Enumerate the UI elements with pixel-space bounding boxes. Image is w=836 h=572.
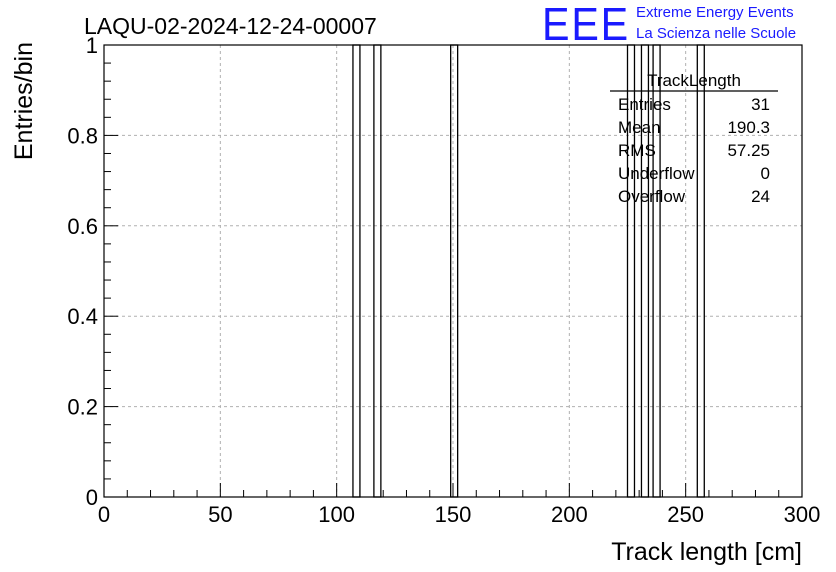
histogram-bar — [352, 44, 361, 498]
y-tick-label: 0.8 — [67, 123, 98, 148]
stats-value-entries: 31 — [751, 95, 770, 114]
eee-logo-line1: Extreme Energy Events — [636, 4, 794, 21]
y-tick-label: 0.6 — [67, 214, 98, 239]
y-tick-label: 0.2 — [67, 395, 98, 420]
x-tick-label: 50 — [208, 502, 232, 527]
x-tick-label: 150 — [435, 502, 472, 527]
x-axis-label: Track length [cm] — [611, 538, 802, 566]
x-tick-label: 300 — [784, 502, 821, 527]
histogram-bar — [373, 44, 382, 498]
axis-ticks — [103, 44, 803, 498]
y-axis-label: Entries/bin — [10, 42, 38, 160]
stats-label-underflow: Underflow — [618, 164, 695, 183]
eee-logo-text: EEE — [542, 0, 630, 50]
axis-tick-labels: 0 50 100 150 200 250 300 0 0.2 0.4 0.6 0.8 1 — [67, 33, 820, 527]
chart-title: LAQU-02-2024-12-24-00007 — [84, 13, 377, 39]
y-tick-label: 0 — [86, 485, 98, 510]
stats-label-mean: Mean — [618, 118, 661, 137]
stats-value-mean: 190.3 — [727, 118, 770, 137]
stats-value-rms: 57.25 — [727, 141, 770, 160]
grid-lines — [104, 45, 802, 497]
eee-logo-line2: La Scienza nelle Scuole — [636, 25, 796, 42]
stats-box: TrackLength Entries 31 Mean 190.3 RMS 57… — [610, 71, 778, 206]
stats-label-entries: Entries — [618, 95, 671, 114]
histogram-bar — [450, 44, 459, 498]
x-tick-label: 0 — [98, 502, 110, 527]
x-tick-label: 100 — [318, 502, 355, 527]
eee-logo: EEE Extreme Energy Events La Scienza nel… — [542, 0, 796, 50]
stats-box-name: TrackLength — [647, 71, 741, 90]
stats-label-overflow: Overflow — [618, 187, 686, 206]
stats-value-underflow: 0 — [761, 164, 770, 183]
stats-value-overflow: 24 — [751, 187, 770, 206]
y-tick-label: 0.4 — [67, 304, 98, 329]
x-tick-label: 250 — [667, 502, 704, 527]
stats-label-rms: RMS — [618, 141, 656, 160]
x-tick-label: 200 — [551, 502, 588, 527]
histogram-bar — [696, 44, 705, 498]
y-tick-label: 1 — [86, 33, 98, 58]
